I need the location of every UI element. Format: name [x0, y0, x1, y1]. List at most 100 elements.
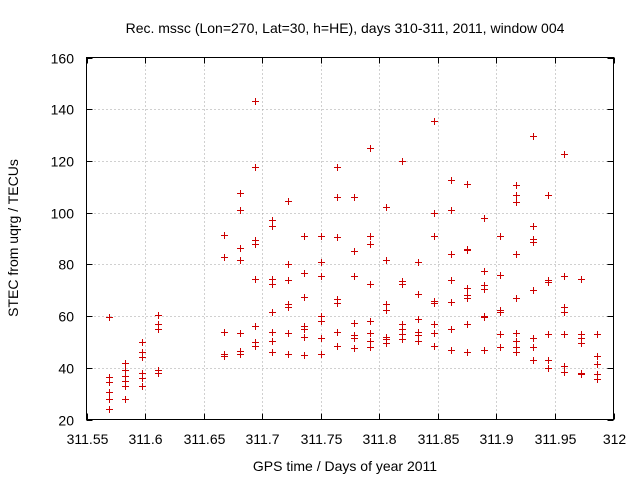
y-tick-label: 140: [51, 102, 75, 118]
data-point: [237, 190, 244, 197]
data-point: [334, 194, 341, 201]
data-point: [252, 343, 259, 350]
data-point: [561, 151, 568, 158]
y-axis-ticks: 20 40 60 80 100 120 140 160: [51, 51, 614, 429]
data-point: [578, 276, 585, 283]
data-point: [530, 133, 537, 140]
data-point: [530, 239, 537, 246]
data-point: [221, 254, 228, 261]
data-point: [106, 406, 113, 413]
data-point: [431, 300, 438, 307]
data-point: [464, 247, 471, 254]
data-point: [252, 98, 259, 105]
data-point: [431, 330, 438, 337]
data-point: [594, 361, 601, 368]
data-point: [530, 335, 537, 342]
data-point: [237, 257, 244, 264]
data-point: [594, 331, 601, 338]
data-point: [269, 349, 276, 356]
plot-frame: [86, 57, 614, 420]
data-point: [513, 338, 520, 345]
data-points: [106, 98, 601, 413]
y-tick-label: 20: [58, 413, 74, 429]
data-point: [513, 182, 520, 189]
y-axis-title: STEC from uqrg / TECUs: [5, 159, 21, 317]
data-point: [285, 304, 292, 311]
data-point: [301, 352, 308, 359]
data-point: [415, 338, 422, 345]
data-point: [367, 338, 374, 345]
data-point: [464, 349, 471, 356]
data-point: [530, 287, 537, 294]
data-point: [578, 340, 585, 347]
x-axis-ticks: 311.55 311.6 311.65 311.7 311.75 311.8 311.85 3…: [67, 57, 627, 447]
x-tick-label: 312: [603, 431, 627, 447]
data-point: [545, 357, 552, 364]
data-point: [481, 286, 488, 293]
data-point: [252, 164, 259, 171]
data-point: [334, 343, 341, 350]
y-tick-label: 60: [58, 309, 74, 325]
data-point: [334, 234, 341, 241]
data-point: [448, 277, 455, 284]
data-point: [301, 326, 308, 333]
y-tick-label: 40: [58, 361, 74, 377]
data-point: [318, 259, 325, 266]
x-tick-label: 311.8: [363, 431, 397, 447]
data-point: [285, 198, 292, 205]
data-point: [545, 365, 552, 372]
data-point: [415, 316, 422, 323]
data-point: [481, 215, 488, 222]
data-point: [269, 217, 276, 224]
data-point: [269, 281, 276, 288]
data-point: [513, 295, 520, 302]
data-point: [237, 245, 244, 252]
data-point: [221, 329, 228, 336]
chart-title: Rec. mssc (Lon=270, Lat=30, h=HE), days …: [126, 20, 565, 36]
grid: [86, 57, 614, 420]
y-tick-label: 80: [58, 257, 74, 273]
data-point: [301, 233, 308, 240]
data-point: [448, 251, 455, 258]
x-tick-label: 311.9: [480, 431, 514, 447]
data-point: [464, 321, 471, 328]
data-point: [431, 321, 438, 328]
data-point: [481, 314, 488, 321]
y-tick-label: 100: [51, 206, 75, 222]
data-point: [252, 241, 259, 248]
data-point: [383, 257, 390, 264]
data-point: [415, 332, 422, 339]
data-point: [561, 363, 568, 370]
data-point: [497, 233, 504, 240]
data-point: [269, 223, 276, 230]
data-point: [351, 194, 358, 201]
x-tick-label: 311.7: [246, 431, 280, 447]
data-point: [431, 343, 438, 350]
data-point: [334, 329, 341, 336]
data-point: [561, 309, 568, 316]
data-point: [139, 339, 146, 346]
data-point: [106, 396, 113, 403]
data-point: [318, 273, 325, 280]
data-point: [383, 301, 390, 308]
data-point: [139, 375, 146, 382]
data-point: [155, 312, 162, 319]
data-point: [139, 354, 146, 361]
data-point: [367, 145, 374, 152]
data-point: [431, 118, 438, 125]
y-tick-label: 120: [51, 154, 75, 170]
data-point: [497, 309, 504, 316]
data-point: [252, 276, 259, 283]
data-point: [285, 277, 292, 284]
x-tick-label: 311.65: [184, 431, 226, 447]
data-point: [513, 330, 520, 337]
data-point: [481, 347, 488, 354]
data-point: [399, 281, 406, 288]
data-point: [155, 326, 162, 333]
data-point: [285, 330, 292, 337]
data-point: [431, 233, 438, 240]
data-point: [448, 347, 455, 354]
data-point: [431, 210, 438, 217]
data-point: [367, 330, 374, 337]
data-point: [122, 360, 129, 367]
